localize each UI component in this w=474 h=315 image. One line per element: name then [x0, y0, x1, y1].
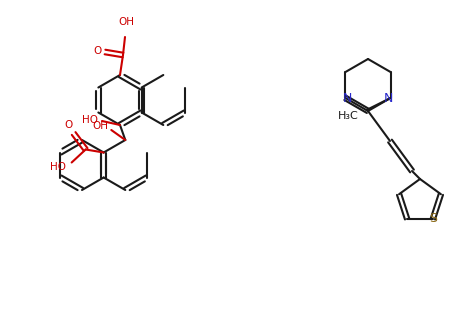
Text: N: N [343, 91, 352, 105]
Text: H₃C: H₃C [338, 111, 359, 121]
Text: HO: HO [82, 115, 98, 125]
Text: OH: OH [92, 121, 108, 131]
Text: OH: OH [118, 17, 134, 27]
Text: O: O [94, 46, 102, 56]
Text: HO: HO [50, 163, 66, 173]
Text: O: O [64, 121, 73, 130]
Text: N: N [384, 91, 393, 105]
Text: S: S [429, 212, 437, 225]
